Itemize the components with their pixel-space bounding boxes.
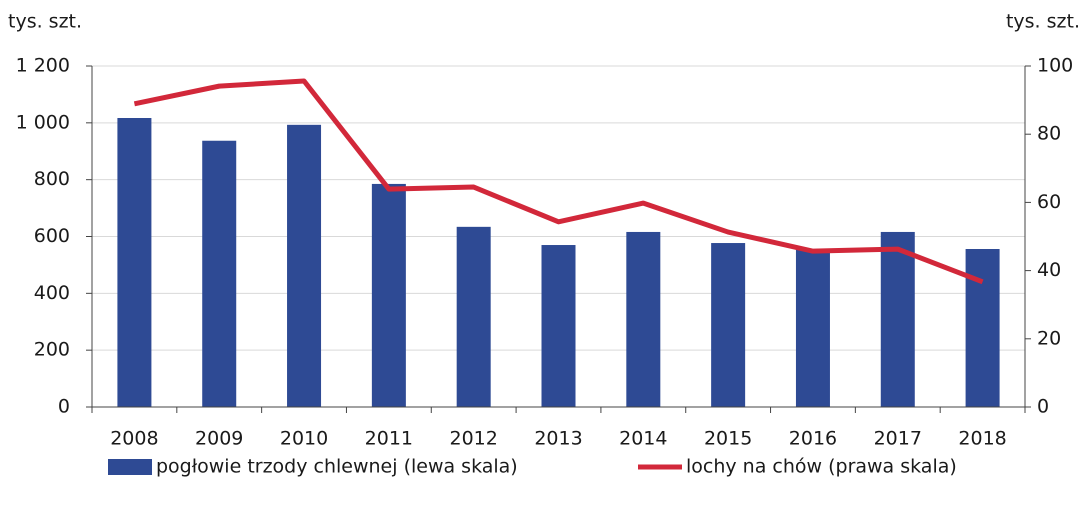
bar (202, 140, 237, 407)
legend-swatch (108, 459, 152, 475)
bar (795, 249, 830, 407)
bar (626, 231, 661, 407)
y2-tick-label: 20 (1037, 327, 1061, 349)
legend-label: pogłowie trzody chlewnej (lewa skala) (156, 456, 518, 478)
line (133, 78, 984, 285)
y2-tick-label: 40 (1037, 259, 1061, 281)
x-tick-label: 2010 (280, 428, 328, 450)
y-tick-label: 800 (34, 168, 70, 190)
bar (287, 124, 322, 407)
bar (711, 243, 746, 407)
x-tick-label: 2014 (619, 428, 667, 450)
bar (541, 245, 576, 407)
x-tick-label: 2015 (704, 428, 752, 450)
y2-tick-label: 80 (1037, 123, 1061, 145)
x-tick-label: 2008 (110, 428, 158, 450)
x-tick-label: 2013 (534, 428, 582, 450)
x-tick-label: 2012 (450, 428, 498, 450)
y-tick-label: 0 (58, 396, 70, 418)
bar (880, 231, 915, 407)
y2-tick-label: 60 (1037, 191, 1061, 213)
x-tick-label: 2018 (958, 428, 1006, 450)
y-tick-label: 1 000 (16, 111, 70, 133)
y2-axis-label: tys. szt. (1006, 11, 1080, 33)
y-tick-label: 400 (34, 282, 70, 304)
bar (965, 249, 1000, 407)
bar (456, 226, 491, 407)
x-tick-label: 2011 (365, 428, 413, 450)
y-axis-label: tys. szt. (8, 11, 82, 33)
bar (117, 118, 152, 407)
x-tick-label: 2016 (789, 428, 837, 450)
x-tick-label: 2009 (195, 428, 243, 450)
legend-label: lochy na chów (prawa skala) (686, 456, 957, 478)
y-tick-label: 1 200 (16, 55, 70, 77)
y2-tick-label: 100 (1037, 55, 1073, 77)
y-tick-label: 600 (34, 225, 70, 247)
y2-tick-label: 0 (1037, 396, 1049, 418)
x-tick-label: 2017 (874, 428, 922, 450)
y-tick-label: 200 (34, 339, 70, 361)
bar (371, 183, 406, 407)
